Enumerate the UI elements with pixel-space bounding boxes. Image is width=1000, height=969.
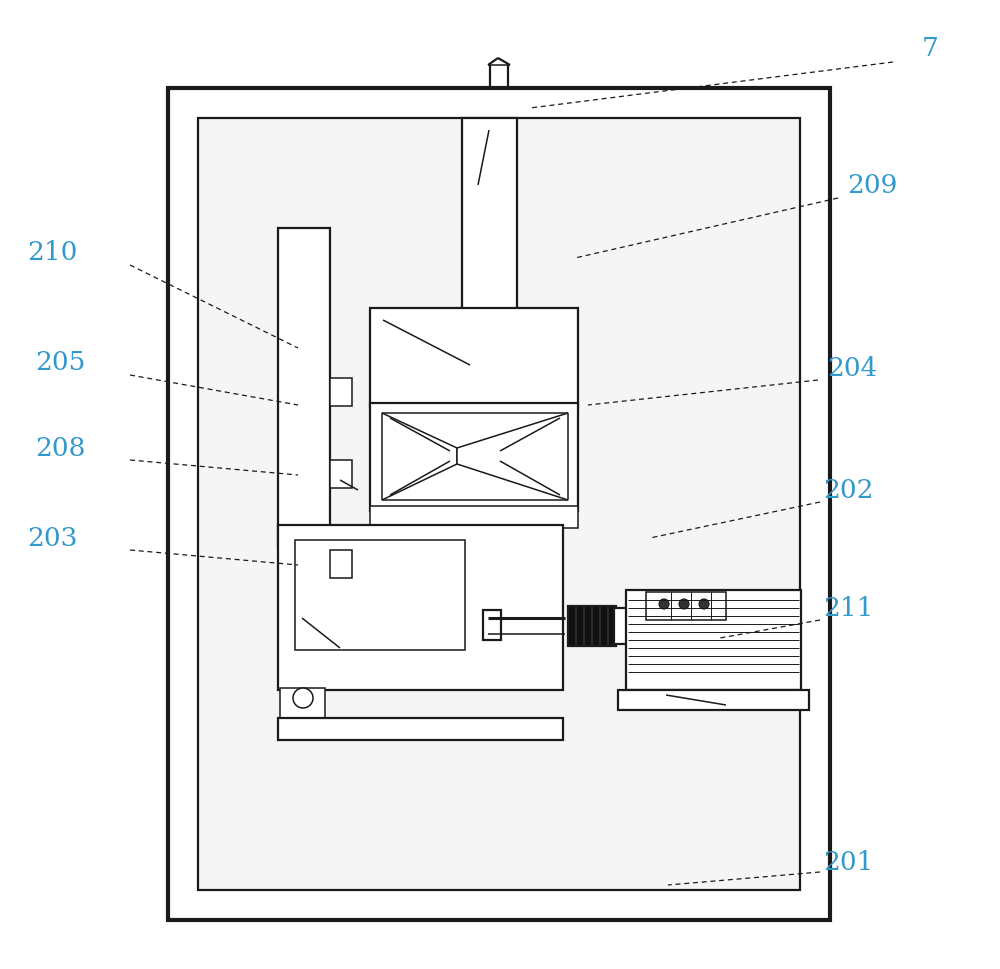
Text: 201: 201 [823, 850, 873, 874]
Text: 204: 204 [827, 356, 877, 381]
Bar [626, 590, 801, 690]
Bar [330, 378, 352, 406]
Circle shape [659, 599, 669, 609]
Text: 209: 209 [847, 172, 897, 198]
Bar [576, 606, 583, 646]
Bar [608, 606, 615, 646]
Bar [592, 606, 599, 646]
Circle shape [293, 688, 313, 708]
Bar [280, 688, 325, 718]
Bar [278, 525, 563, 690]
Bar [483, 610, 501, 640]
Bar [568, 606, 575, 646]
Text: 210: 210 [27, 239, 77, 265]
Bar [278, 718, 563, 740]
Text: 205: 205 [35, 350, 85, 374]
Bar [600, 606, 607, 646]
Polygon shape [457, 413, 568, 500]
Bar [646, 592, 726, 620]
Bar [370, 506, 578, 528]
Bar [568, 606, 616, 646]
Bar [295, 540, 465, 650]
Circle shape [699, 599, 709, 609]
Bar [370, 308, 578, 408]
Bar [614, 608, 628, 644]
Circle shape [679, 599, 689, 609]
Text: 7: 7 [922, 36, 938, 60]
Bar [370, 403, 578, 511]
Text: 211: 211 [823, 596, 873, 620]
Bar [278, 228, 330, 548]
Bar [330, 550, 352, 578]
Text: 202: 202 [823, 478, 873, 503]
Bar [168, 88, 830, 920]
Polygon shape [382, 413, 457, 500]
Bar [584, 606, 591, 646]
Bar [462, 118, 517, 313]
Bar [618, 690, 809, 710]
Bar [330, 460, 352, 488]
Text: 203: 203 [27, 525, 77, 550]
Bar [198, 118, 800, 890]
Text: 208: 208 [35, 435, 85, 460]
